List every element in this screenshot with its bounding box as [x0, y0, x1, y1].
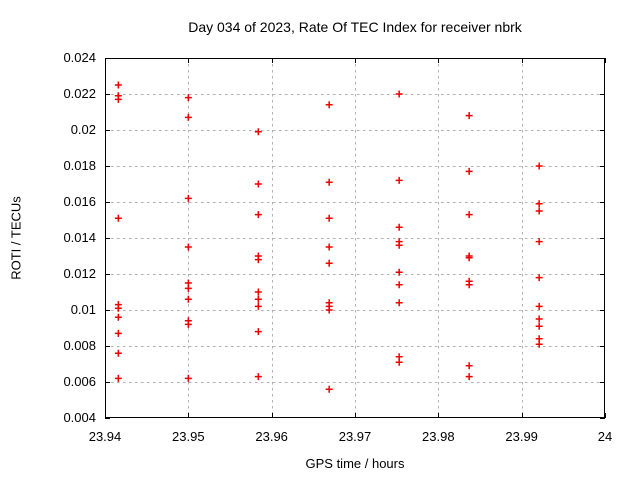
- y-tick-label: 0.022: [63, 86, 96, 101]
- data-point-marker: [184, 94, 192, 102]
- data-point-marker: [325, 243, 333, 251]
- data-point-marker: [325, 101, 333, 109]
- y-tick-label: 0.01: [70, 302, 96, 317]
- data-point-marker: [184, 295, 192, 303]
- data-point-marker: [254, 256, 262, 264]
- data-point-marker: [114, 349, 122, 357]
- data-point-marker: [184, 374, 192, 382]
- data-point-marker: [465, 167, 473, 175]
- y-tick-label: 0.012: [63, 266, 96, 281]
- data-point-marker: [395, 358, 403, 366]
- data-point-marker: [535, 274, 543, 282]
- y-tick-label: 0.02: [70, 122, 96, 137]
- x-tick-label: 23.95: [172, 429, 205, 444]
- data-point-marker: [465, 281, 473, 289]
- plot-border: [105, 58, 605, 418]
- data-point-marker: [535, 162, 543, 170]
- data-point-marker: [395, 299, 403, 307]
- x-axis-title: GPS time / hours: [305, 456, 405, 471]
- x-tick-label: 23.94: [88, 429, 122, 444]
- x-tick-label: 24: [597, 429, 613, 444]
- data-point-marker: [184, 320, 192, 328]
- data-point-marker: [184, 243, 192, 251]
- data-point-marker: [325, 178, 333, 186]
- data-point-marker: [395, 223, 403, 231]
- data-point-marker: [535, 340, 543, 348]
- data-point-marker: [114, 95, 122, 103]
- data-point-marker: [535, 200, 543, 208]
- data-point-marker: [254, 295, 262, 303]
- x-tick-label: 23.97: [338, 429, 372, 444]
- data-point-marker: [254, 302, 262, 310]
- data-point-marker: [395, 268, 403, 276]
- data-point-marker: [465, 112, 473, 120]
- data-point-marker: [395, 241, 403, 249]
- data-point-marker: [114, 374, 122, 382]
- data-point-marker: [325, 306, 333, 314]
- data-point-marker: [535, 315, 543, 323]
- data-point-marker: [114, 214, 122, 222]
- data-point-marker: [184, 194, 192, 202]
- y-tick-label: 0.016: [63, 194, 96, 209]
- data-point-marker: [465, 211, 473, 219]
- data-point-marker: [325, 214, 333, 222]
- data-point-marker: [535, 207, 543, 215]
- data-point-marker: [325, 259, 333, 267]
- data-point-marker: [395, 176, 403, 184]
- plot-area: [105, 58, 606, 419]
- data-point-marker: [114, 304, 122, 312]
- data-point-marker: [465, 254, 473, 262]
- data-point-marker: [535, 302, 543, 310]
- data-point-marker: [535, 238, 543, 246]
- data-point-marker: [395, 281, 403, 289]
- data-point-marker: [184, 284, 192, 292]
- data-point-marker: [465, 373, 473, 381]
- y-tick-label: 0.024: [63, 50, 96, 65]
- data-point-marker: [325, 385, 333, 393]
- data-point-marker: [465, 362, 473, 370]
- data-point-marker: [535, 322, 543, 330]
- data-point-marker: [254, 373, 262, 381]
- y-tick-label: 0.018: [63, 158, 96, 173]
- y-tick-label: 0.006: [63, 374, 96, 389]
- chart-title: Day 034 of 2023, Rate Of TEC Index for r…: [188, 19, 522, 35]
- data-point-marker: [254, 211, 262, 219]
- x-tick-label: 23.99: [505, 429, 538, 444]
- x-tick-label: 23.96: [255, 429, 288, 444]
- data-point-marker: [114, 329, 122, 337]
- data-point-marker: [254, 180, 262, 188]
- x-tick-label: 23.98: [422, 429, 455, 444]
- y-tick-label: 0.014: [63, 230, 96, 245]
- data-point-marker: [395, 90, 403, 98]
- data-point-marker: [114, 313, 122, 321]
- y-tick-label: 0.008: [63, 338, 96, 353]
- data-point-marker: [254, 288, 262, 296]
- data-point-marker: [254, 328, 262, 336]
- data-point-marker: [254, 128, 262, 136]
- y-tick-label: 0.004: [63, 410, 96, 425]
- data-point-marker: [114, 81, 122, 89]
- data-point-marker: [184, 113, 192, 121]
